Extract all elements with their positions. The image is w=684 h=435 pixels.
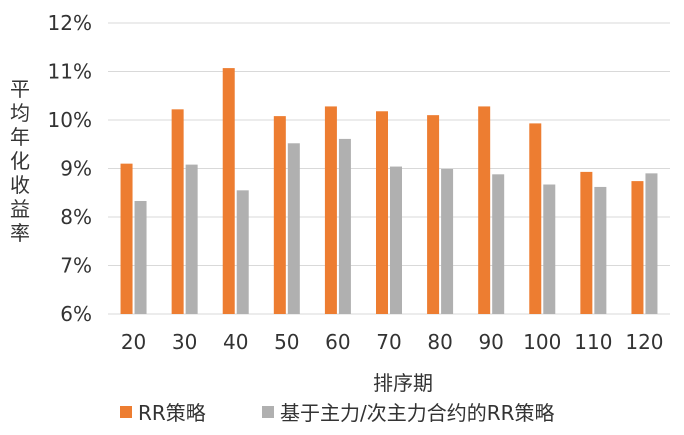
y-tick-label: 7% — [60, 254, 92, 278]
y-axis-label: 平均年化收益率 — [10, 77, 30, 245]
y-tick-label: 6% — [60, 302, 92, 326]
bar-rr — [120, 163, 133, 314]
bar-rr — [171, 109, 184, 314]
x-tick-label: 30 — [172, 330, 197, 354]
legend-swatch-rr — [120, 406, 132, 418]
x-tick-label: 70 — [376, 330, 401, 354]
x-tick-label: 110 — [574, 330, 612, 354]
x-tick-label: 20 — [121, 330, 146, 354]
bar-rr — [273, 116, 286, 315]
y-tick-label: 11% — [48, 60, 92, 84]
bar-main-sub — [185, 164, 198, 314]
bar-rr — [324, 106, 337, 314]
x-tick-label: 120 — [625, 330, 663, 354]
bar-rr — [580, 171, 593, 314]
bar-main-sub — [441, 168, 454, 314]
legend-label-rr: RR策略 — [138, 401, 206, 425]
bar-main-sub — [543, 184, 556, 314]
y-axis-ticks: 6% 7% 8% 9% 10% 11% 12% — [48, 11, 92, 326]
bar-main-sub — [287, 143, 300, 314]
x-tick-label: 50 — [274, 330, 299, 354]
bar-rr — [529, 123, 542, 315]
bar-main-sub — [492, 174, 505, 314]
y-tick-label: 9% — [60, 157, 92, 181]
x-tick-label: 60 — [325, 330, 350, 354]
x-tick-label: 90 — [478, 330, 503, 354]
bar-main-sub — [338, 138, 351, 314]
bar-main-sub — [390, 166, 402, 314]
bar-main-sub — [134, 200, 147, 314]
x-tick-label: 100 — [523, 330, 561, 354]
x-axis-label: 排序期 — [373, 371, 433, 395]
bar-main-sub — [594, 186, 607, 314]
bar-main-sub — [645, 173, 658, 314]
x-tick-label: 80 — [427, 330, 452, 354]
legend-swatch-main-sub — [262, 406, 274, 418]
y-tick-label: 10% — [48, 108, 92, 132]
gridlines — [108, 22, 670, 315]
y-tick-label: 12% — [48, 11, 92, 35]
x-axis-ticks: 20 30 40 50 60 70 80 90 100 110 120 — [121, 330, 664, 354]
bar-rr — [427, 115, 440, 315]
x-tick-label: 40 — [223, 330, 248, 354]
legend-label-main-sub: 基于主力/次主力合约的RR策略 — [280, 401, 555, 425]
bar-rr — [478, 106, 491, 314]
legend: RR策略 基于主力/次主力合约的RR策略 — [120, 401, 555, 425]
bar-rr — [376, 111, 388, 315]
bar-rr — [222, 68, 235, 314]
bar-rr — [631, 181, 644, 314]
bars — [120, 68, 658, 315]
y-tick-label: 8% — [60, 205, 92, 229]
bar-main-sub — [236, 190, 249, 314]
